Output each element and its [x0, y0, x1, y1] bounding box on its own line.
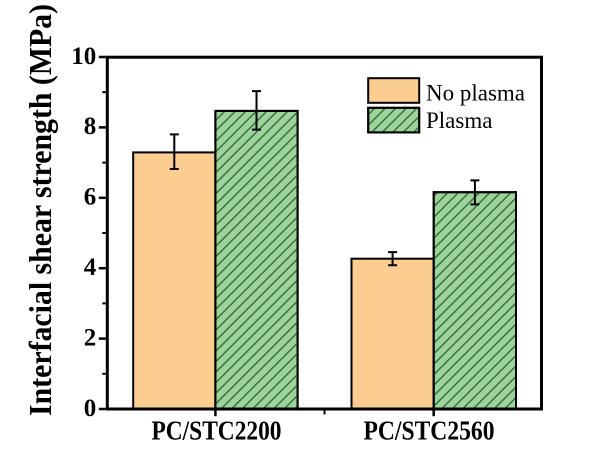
svg-text:8: 8 [84, 113, 97, 140]
svg-text:PC/STC2560: PC/STC2560 [364, 416, 495, 446]
svg-text:No plasma: No plasma [426, 81, 525, 106]
svg-text:Plasma: Plasma [426, 108, 492, 133]
svg-text:Interfacial shear strength (MP: Interfacial shear strength (MPa) [22, 4, 58, 416]
svg-text:2: 2 [84, 324, 97, 351]
svg-text:0: 0 [84, 395, 97, 422]
svg-text:10: 10 [71, 43, 96, 70]
svg-text:PC/STC2200: PC/STC2200 [152, 416, 282, 446]
svg-text:6: 6 [84, 184, 97, 211]
svg-text:4: 4 [84, 254, 97, 281]
